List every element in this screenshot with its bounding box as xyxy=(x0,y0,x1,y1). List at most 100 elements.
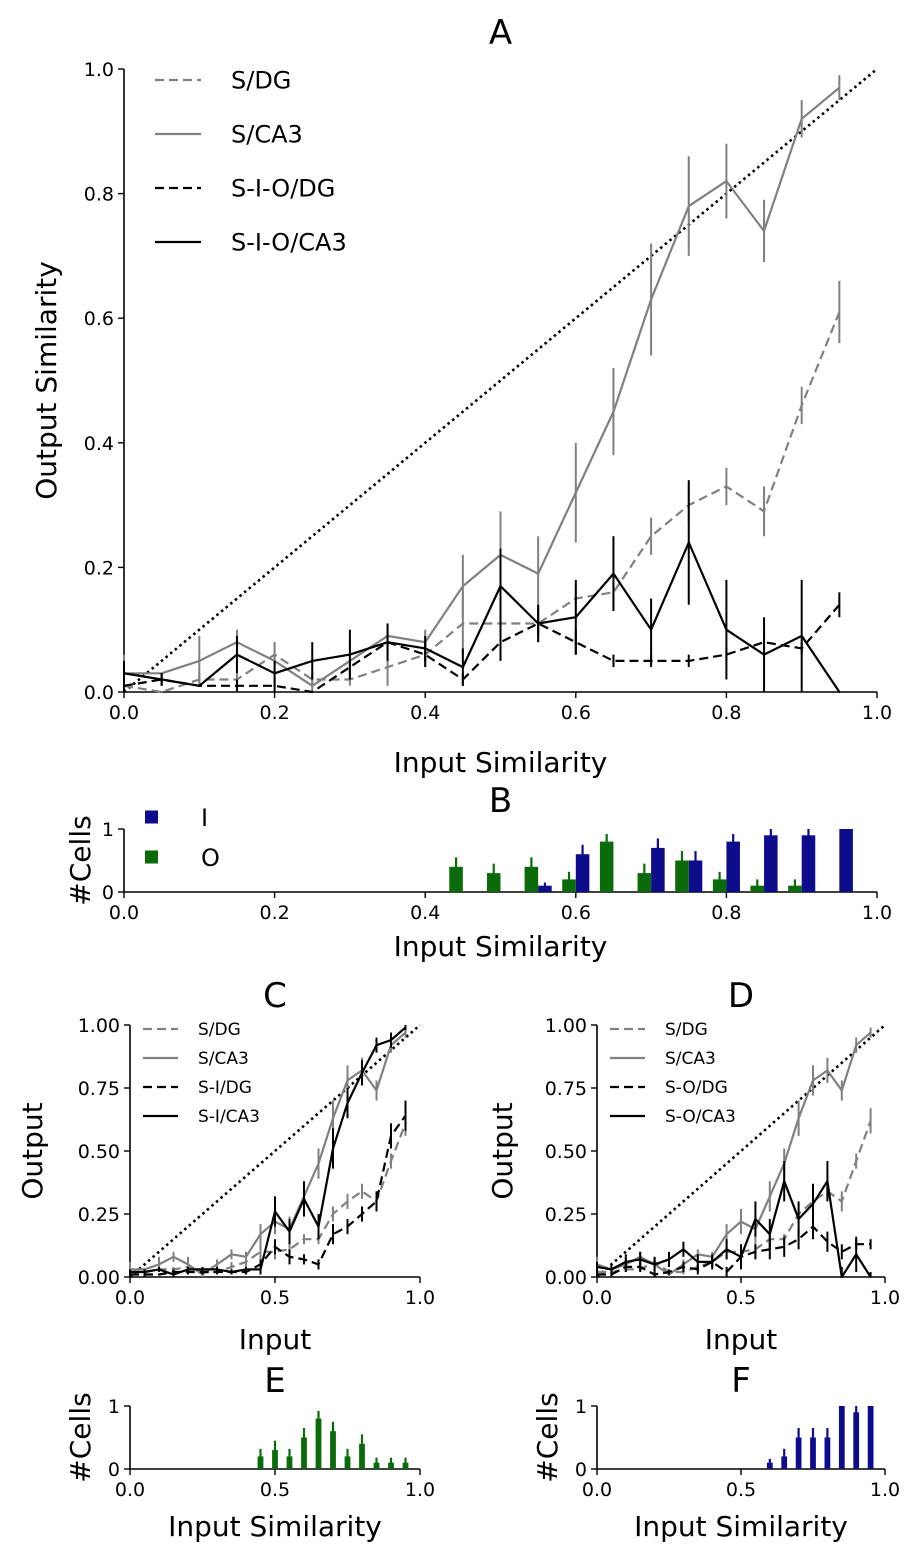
data-point xyxy=(763,230,765,232)
series-line xyxy=(130,1026,407,1276)
data-point xyxy=(610,1268,613,1271)
data-point xyxy=(575,491,577,494)
data-point xyxy=(346,1225,349,1228)
bar xyxy=(524,866,539,892)
x-tick-label: 0.4 xyxy=(410,902,440,924)
data-point xyxy=(841,1200,843,1203)
data-point xyxy=(754,1251,757,1253)
y-axis-label: #Cells xyxy=(64,815,97,905)
panel-e: E 0.0 0.5 1.0 0 1 Input Similarity #Cells xyxy=(64,1361,435,1543)
data-point xyxy=(841,1251,843,1253)
data-point xyxy=(740,1256,742,1258)
data-point xyxy=(596,1266,598,1268)
data-point xyxy=(390,1160,392,1162)
data-point xyxy=(800,404,803,407)
bar xyxy=(795,1437,802,1469)
data-point xyxy=(158,1268,160,1271)
data-point xyxy=(499,585,502,587)
x-tick-label: 1.0 xyxy=(862,702,892,724)
data-point xyxy=(697,1261,699,1263)
y-tick-label: 0.00 xyxy=(545,1267,587,1289)
series-line xyxy=(123,311,841,694)
data-point xyxy=(404,1114,407,1117)
data-point xyxy=(245,1256,247,1258)
data-point xyxy=(725,628,728,631)
data-point xyxy=(682,1266,685,1268)
data-point xyxy=(754,1218,757,1220)
legend-label: S-I/DG xyxy=(198,1078,252,1098)
data-point xyxy=(653,1263,656,1266)
data-point xyxy=(687,660,690,662)
data-point xyxy=(650,298,652,301)
bar xyxy=(867,1406,874,1469)
data-point xyxy=(725,180,728,182)
legend-label: S/DG xyxy=(231,67,291,95)
legend: S/DG S/CA3 S-I/DG S-I/CA3 xyxy=(143,1020,260,1127)
data-point xyxy=(869,1243,872,1246)
identity-line xyxy=(123,67,878,694)
legend-label: S-O/DG xyxy=(665,1078,728,1098)
data-point xyxy=(230,1266,233,1268)
x-axis-label: Input Similarity xyxy=(168,1510,382,1543)
data-point xyxy=(650,628,652,631)
legend-label: S-I-O/DG xyxy=(231,175,335,203)
data-point xyxy=(612,410,615,413)
data-point xyxy=(187,1263,189,1266)
data-point xyxy=(332,1233,334,1235)
data-point xyxy=(346,1079,349,1082)
bar xyxy=(824,1437,831,1469)
data-point xyxy=(769,1195,771,1198)
x-tick-label: 0.5 xyxy=(260,1287,290,1309)
series-s-i-ca3 xyxy=(129,1025,407,1277)
y-tick-label: 1 xyxy=(575,1396,587,1418)
data-point xyxy=(160,678,163,681)
data-point xyxy=(303,1238,305,1240)
bar xyxy=(330,1431,336,1469)
legend-swatch xyxy=(145,810,158,824)
x-tick-label: 0.0 xyxy=(582,1287,612,1309)
data-point xyxy=(158,1263,160,1266)
panel-c: C 0.0 0.5 1.0 0.00 0.25 0.50 0.75 1.00 Input Outpu… xyxy=(16,976,435,1356)
data-point xyxy=(236,684,238,687)
data-point xyxy=(812,1225,814,1228)
data-point xyxy=(763,653,765,656)
series-line xyxy=(596,1031,872,1276)
data-point xyxy=(826,1069,829,1072)
data-point xyxy=(129,1271,131,1273)
data-point xyxy=(288,1256,291,1258)
data-point xyxy=(332,1117,334,1120)
data-point xyxy=(769,1233,771,1235)
series-line xyxy=(597,1225,871,1276)
x-tick-label: 0.6 xyxy=(561,702,591,724)
series-s-dg xyxy=(129,1110,407,1277)
data-point xyxy=(869,1119,872,1122)
y-tick-label: 0.0 xyxy=(84,682,114,704)
bars-o xyxy=(449,834,802,892)
data-point xyxy=(259,1268,262,1271)
bar xyxy=(726,841,740,892)
data-point xyxy=(855,1253,857,1256)
legend-label: I xyxy=(201,804,208,832)
legend-label: S-I-O/CA3 xyxy=(231,229,347,257)
bar xyxy=(599,841,614,892)
y-tick-label: 0 xyxy=(108,1459,120,1481)
y-tick-label: 1.0 xyxy=(84,59,114,81)
data-point xyxy=(259,1233,262,1235)
x-tick-label: 0.0 xyxy=(109,902,139,924)
data-point xyxy=(537,572,539,575)
series-line xyxy=(123,541,841,693)
identity-line xyxy=(596,1024,886,1278)
x-tick-label: 0.8 xyxy=(711,902,741,924)
y-tick-label: 1 xyxy=(102,819,114,841)
data-point xyxy=(311,684,314,687)
y-axis-label: #Cells xyxy=(531,1392,564,1482)
data-point xyxy=(216,1268,218,1271)
x-tick-label: 0.5 xyxy=(726,1479,756,1501)
x-tick-label: 0.2 xyxy=(259,902,289,924)
data-point xyxy=(332,1213,334,1215)
data-point xyxy=(375,1089,378,1092)
data-point xyxy=(725,1248,728,1251)
panel-f: F 0.0 0.5 1.0 0 1 Input Similarity #Cells xyxy=(531,1361,900,1543)
x-tick-label: 1.0 xyxy=(862,902,892,924)
data-point xyxy=(386,641,389,643)
